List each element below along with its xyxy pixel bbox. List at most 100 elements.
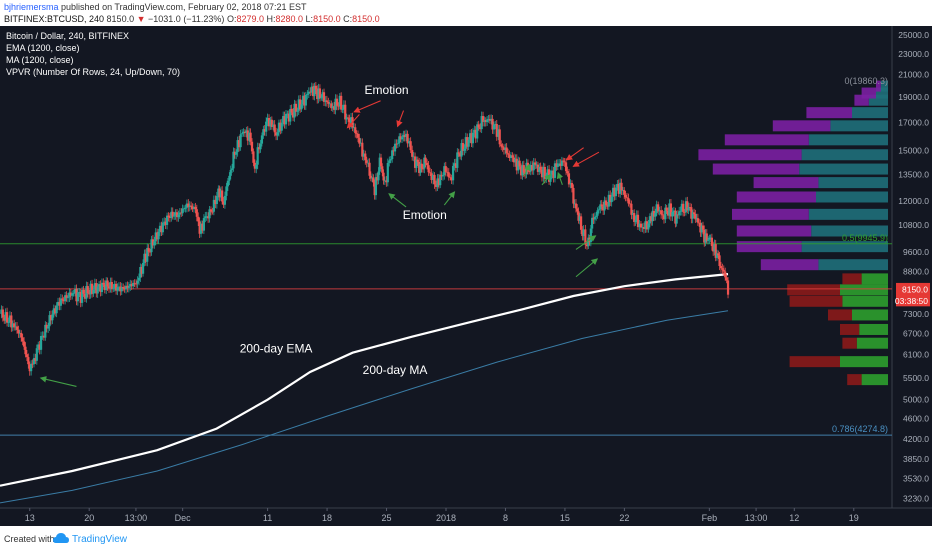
candle-body [340,95,343,110]
candle-body [173,215,176,217]
candle-body [468,133,472,140]
candle-body [591,217,594,229]
candle-body [126,285,129,288]
candle-body [463,148,466,151]
candle-body [49,315,53,321]
candle-body [668,203,671,216]
candle-body [294,103,298,112]
volume-profile-down-bar [736,241,802,253]
candle-body [313,85,316,97]
time-tick-label: 2018 [436,513,456,523]
candle-body [488,119,491,121]
price-tick-label: 15000.0 [898,146,929,156]
candle-body [86,286,89,294]
candle-body [595,215,598,217]
candle-body [358,137,361,144]
candle-body [372,177,375,183]
price-tick-label: 3530.0 [903,474,929,484]
annotation-label: Emotion [365,83,409,97]
volume-profile-down-bar [736,225,812,237]
time-tick-label: 12 [789,513,799,523]
candle-body [393,143,397,152]
candle-body [250,141,254,152]
price-chart[interactable]: 0.5(9945.9) 0.786(4274.8) 0(19860.3) Emotio… [0,26,932,526]
volume-profile-up-bar [856,337,888,349]
legend-entry: VPVR (Number Of Rows, 24, Up/Down, 70) [6,67,180,77]
close-value: 8150.0 [352,14,380,24]
candle-body [650,216,653,222]
candle-body [158,225,162,232]
candle-body [619,182,622,194]
candle-body [140,267,143,274]
candle-body [399,136,402,140]
candle-body [1,309,4,318]
candle-body [62,299,65,302]
candle-body [476,124,479,139]
candle-body [406,133,409,144]
green-arrow [523,163,531,177]
candle-body [148,251,152,253]
candle-body [459,153,462,157]
candle-body [433,174,436,185]
candle-body [719,265,723,269]
candle-body [218,188,221,198]
candle-body [679,210,682,212]
candle-body [273,124,276,133]
price-tick-label: 21000.0 [898,69,929,79]
candle-body [367,162,370,164]
candle-body [713,244,716,252]
candle-body [249,132,252,142]
candle-body [42,335,45,338]
ma-200-day-line [0,310,729,504]
candle-body [654,213,657,217]
candle-body [696,218,699,223]
volume-profile-down-bar [840,323,860,335]
candle-body [65,295,68,298]
candle-body [185,203,188,208]
candle-body [88,293,91,295]
candle-body [431,174,435,180]
green-arrow [575,258,599,278]
candle-body [648,216,651,224]
candle-body [479,127,482,130]
candle-body [239,134,242,148]
candle-body [597,209,601,211]
candle-body [93,283,96,290]
candle-body [676,214,680,216]
candle-body [652,210,656,217]
volume-profile-down-bar [787,284,840,296]
candle-body [473,129,476,133]
candle-body [226,180,229,187]
volume-profile-down-bar [760,259,819,271]
candle-body [379,157,383,167]
candle-body [117,286,121,288]
candle-body [153,241,156,246]
candle-body [95,283,98,294]
candle-body [300,104,303,110]
candle-body [37,344,40,349]
candle-body [58,301,61,306]
published-text: published on TradingView.com, February 0… [61,2,307,12]
candle-body [624,194,627,198]
time-tick-label: 13 [25,513,35,523]
candle-body [555,163,558,167]
red-arrow [353,100,381,113]
candle-body [154,232,157,242]
candle-body [695,218,698,220]
candle-body [675,214,678,224]
price-tick-label: 23000.0 [898,49,929,59]
candle-body [631,213,634,215]
candle-body [207,216,210,219]
candle-body [266,118,269,122]
candle-body [168,216,172,218]
candle-body [484,120,487,123]
candle-body [265,121,268,132]
candle-body [592,217,595,220]
candle-body [107,286,111,289]
candle-body [103,284,106,291]
tradingview-brand[interactable]: TradingView [72,534,128,545]
author-link[interactable]: bjhriemersma [4,2,59,12]
volume-profile-up-bar [801,241,888,253]
candle-body [457,152,460,154]
candle-body [277,122,281,133]
